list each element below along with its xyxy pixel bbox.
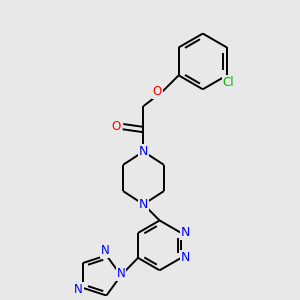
Text: Cl: Cl	[223, 76, 234, 89]
Text: N: N	[117, 268, 125, 281]
Text: N: N	[100, 244, 109, 257]
Text: N: N	[74, 283, 83, 296]
Text: N: N	[181, 251, 190, 264]
Text: N: N	[139, 145, 148, 158]
Text: N: N	[181, 226, 190, 239]
Text: O: O	[112, 120, 121, 133]
Text: N: N	[139, 198, 148, 211]
Text: O: O	[153, 85, 162, 98]
